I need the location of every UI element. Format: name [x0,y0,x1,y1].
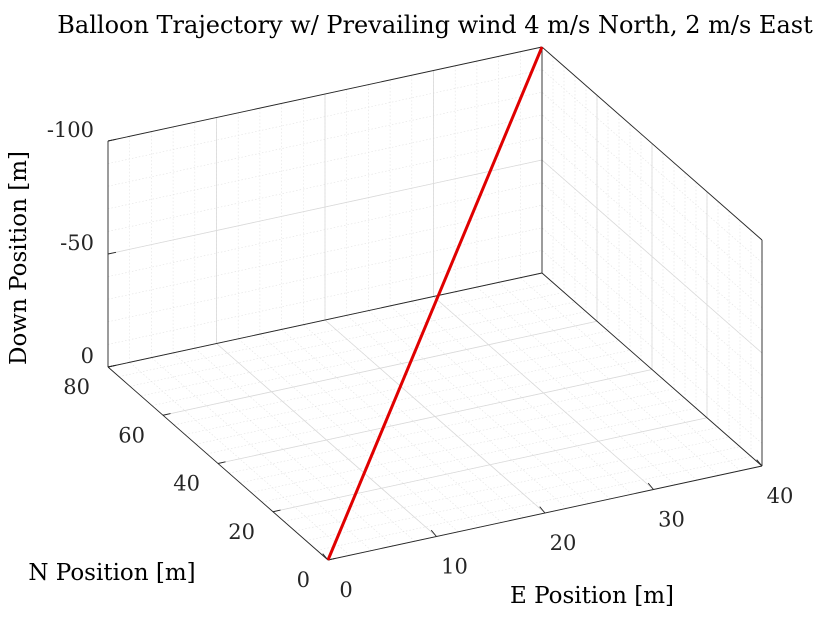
x-axis-label: E Position [m] [510,583,674,609]
minor-grid-line [250,398,686,493]
minor-grid-line [107,182,543,277]
box-edge [541,272,763,467]
major-grid-line [162,320,598,416]
z-tick-label: 0 [81,344,94,368]
minor-grid-line [173,330,609,426]
x-tick [539,506,546,514]
x-tick-label: 0 [339,578,352,602]
minor-grid-line [239,388,675,484]
x-tick [647,482,654,490]
z-axis-label: Down Position [m] [6,151,32,365]
x-tick [756,459,763,467]
minor-grid-line [184,340,620,435]
minor-grid-line [118,282,554,377]
z-tick-label: -50 [60,231,94,255]
minor-grid-line [107,250,543,345]
tick-labels: 0 10 20 30 40 0 20 40 60 80 -100 -50 0 [47,118,794,602]
chart-title: Balloon Trajectory w/ Prevailing wind 4 … [57,11,813,39]
y-tick-label: 0 [297,568,310,592]
minor-grid-line [316,456,752,551]
data-series [326,46,544,561]
box-edge [107,46,543,142]
major-grid-line [107,159,543,255]
minor-grid-line [305,446,741,541]
y-tick-label: 40 [173,472,200,496]
z-tick [107,251,117,255]
minor-grid-line [228,378,664,474]
y-tick-label: 20 [228,520,255,544]
minor-grid-line [140,301,576,397]
minor-grid-line [107,91,543,187]
minor-grid-line [195,349,631,445]
minor-grid-line [206,359,642,455]
minor-grid-line [107,69,543,164]
minor-grid-line [294,436,730,532]
x-tick-label: 40 [767,484,794,508]
y-tick [217,461,226,464]
major-grid-line [217,369,653,464]
major-grid-line [541,159,763,354]
box-edge [541,46,763,241]
y-axis-label: N Position [m] [28,560,195,586]
box-edge [107,272,543,368]
axis-ticks [107,138,763,561]
minor-grid-line [129,292,565,387]
x-tick-label: 20 [550,531,577,555]
y-tick-label: 60 [118,423,145,447]
z-tick [107,364,117,368]
minor-grid-line [107,137,543,232]
z-tick [107,138,117,142]
x-tick [430,529,437,537]
major-grid-line [272,417,708,513]
minor-grid-line [283,427,719,522]
minor-grid-line [261,407,697,503]
minor-grid-line [151,311,587,406]
y-tick [162,413,171,416]
y-tick [272,509,281,513]
y-tick-label: 80 [63,375,90,399]
x-tick-label: 30 [658,508,685,532]
minor-grid-line [107,114,543,210]
x-tick-label: 10 [441,555,468,579]
z-tick-label: -100 [47,118,94,142]
trajectory-line-0 [326,46,544,561]
minor-grid-line [107,204,543,300]
minor-grid-line [107,227,543,323]
